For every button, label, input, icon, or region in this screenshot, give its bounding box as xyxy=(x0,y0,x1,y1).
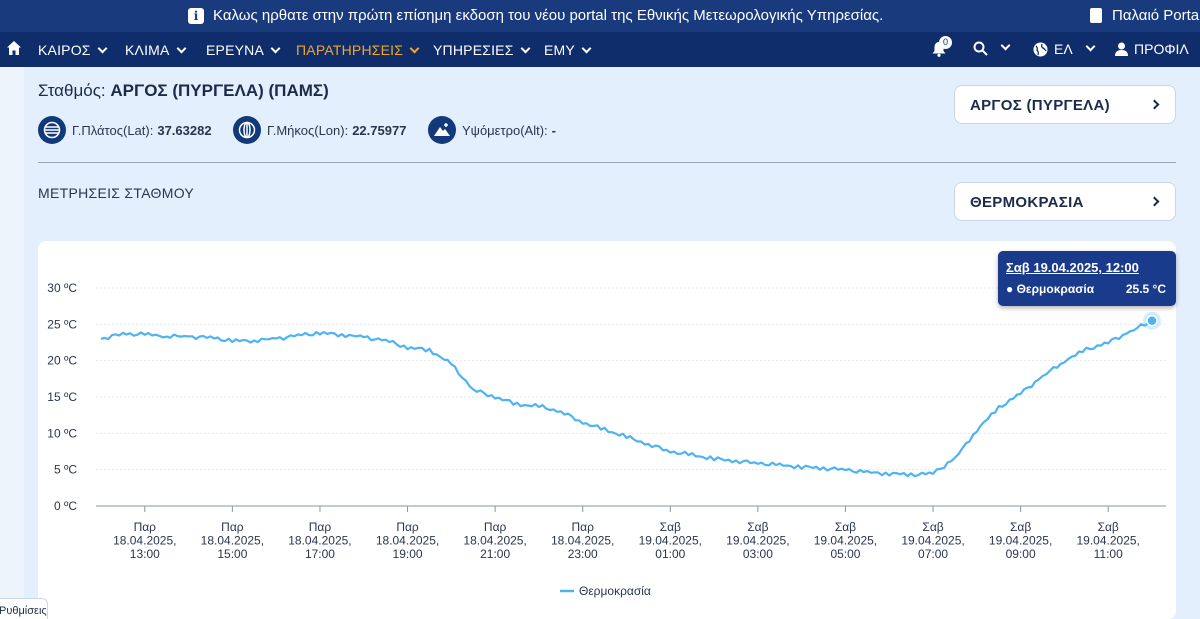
chevron-down-icon xyxy=(409,43,420,54)
parameter-selector[interactable]: ΘΕΡΜΟΚΡΑΣΙΑ xyxy=(954,182,1176,221)
station-title: Σταθμός: ΑΡΓΟΣ (ΠΥΡΓΕΛΑ) (ΠΑΜΣ) xyxy=(38,81,329,100)
x-tick-label: 21:00 xyxy=(480,547,510,561)
station-longitude: Γ.Μήκος(Lon): 22.75977 xyxy=(233,116,406,144)
chevron-down-icon xyxy=(176,43,187,54)
x-tick-label: 09:00 xyxy=(1006,547,1036,561)
document-icon xyxy=(1090,8,1102,23)
x-tick-label: Παρ xyxy=(484,520,507,534)
nav-item-research[interactable]: ΕΡΕΥΝΑ xyxy=(206,42,281,58)
section-title: ΜΕΤΡΗΣΕΙΣ ΣΤΑΘΜΟΥ xyxy=(38,185,195,201)
y-tick-label: 25 ºC xyxy=(47,317,77,331)
tooltip-series: ● Θερμοκρασία xyxy=(1006,282,1095,296)
chevron-down-icon xyxy=(270,43,281,54)
x-tick-label: 17:00 xyxy=(305,547,335,561)
tooltip-value: 25.5 °C xyxy=(1125,282,1166,296)
mountain-icon xyxy=(428,116,456,144)
chevron-down-icon xyxy=(97,43,108,54)
data-point-hovered xyxy=(1146,314,1158,327)
x-tick-label: 23:00 xyxy=(568,547,598,561)
x-tick-label: 19.04.2025, xyxy=(1077,534,1140,548)
x-tick-label: 18.04.2025, xyxy=(201,534,264,548)
x-tick-label: 13:00 xyxy=(130,547,160,561)
x-tick-label: 19.04.2025, xyxy=(639,534,702,548)
x-tick-label: 15:00 xyxy=(217,547,247,561)
station-altitude: Υψόμετρο(Alt): - xyxy=(428,116,556,144)
globe-icon xyxy=(1033,42,1048,56)
x-tick-label: 05:00 xyxy=(830,547,860,561)
x-tick-label: 18.04.2025, xyxy=(463,534,526,548)
language-selector[interactable]: ΕΛ xyxy=(1033,41,1096,57)
x-tick-label: 11:00 xyxy=(1094,547,1123,561)
y-tick-label: 10 ºC xyxy=(47,426,77,440)
chevron-down-icon xyxy=(520,43,531,54)
latitude-icon xyxy=(38,116,66,144)
nav-item-emy[interactable]: ΕΜΥ xyxy=(544,42,592,58)
home-icon[interactable] xyxy=(7,41,21,55)
chevron-right-icon xyxy=(1149,99,1160,110)
x-tick-label: 18.04.2025, xyxy=(288,534,351,548)
x-tick-label: 07:00 xyxy=(918,547,948,561)
x-tick-label: Σαβ xyxy=(747,520,768,534)
station-selector[interactable]: ΑΡΓΟΣ (ΠΥΡΓΕΛΑ) xyxy=(954,85,1176,124)
nav-item-climate[interactable]: ΚΛΙΜΑ xyxy=(125,42,187,58)
station-name: ΑΡΓΟΣ (ΠΥΡΓΕΛΑ) (ΠΑΜΣ) xyxy=(110,81,329,100)
x-tick-label: 19:00 xyxy=(393,547,423,561)
user-icon xyxy=(1115,42,1128,56)
nav-item-weather[interactable]: ΚΑΙΡΟΣ xyxy=(38,42,108,58)
search-toggle[interactable] xyxy=(973,40,1011,56)
x-tick-label: 19.04.2025, xyxy=(814,534,877,548)
x-tick-label: Παρ xyxy=(571,520,594,534)
chart-card: 0 ºC 5 ºC 10 ºC 15 ºC 20 ºC 25 ºC 30 ºC Παρ 18.0… xyxy=(38,241,1176,619)
chevron-down-icon xyxy=(1000,40,1011,51)
x-tick-label: 19.04.2025, xyxy=(726,534,789,548)
x-tick-label: 01:00 xyxy=(655,547,685,561)
x-tick-label: Σαβ xyxy=(660,520,681,534)
y-tick-label: 0 ºC xyxy=(54,499,77,513)
x-tick-label: 18.04.2025, xyxy=(551,534,614,548)
x-tick-label: Σαβ xyxy=(835,520,856,534)
language-label: ΕΛ xyxy=(1054,41,1073,57)
x-tick-label: 18.04.2025, xyxy=(376,534,439,548)
tooltip-date: Σαβ 19.04.2025, 12:00 xyxy=(1006,260,1139,275)
x-tick-label: Παρ xyxy=(134,520,157,534)
series-line-temperature xyxy=(100,319,1153,478)
chevron-right-icon xyxy=(1149,196,1160,207)
profile-link[interactable]: ΠΡΟΦΙΛ xyxy=(1115,41,1189,57)
y-tick-label: 5 ºC xyxy=(54,463,77,477)
station-latitude: Γ.Πλάτος(Lat): 37.63282 xyxy=(38,116,212,144)
notification-count: 0 xyxy=(939,36,952,49)
announcement-banner: i Καλως ηρθατε στην πρώτη επίσημη εκδοση… xyxy=(0,0,1200,32)
x-tick-label: Παρ xyxy=(396,520,419,534)
longitude-icon xyxy=(233,116,261,144)
x-tick-label: Παρ xyxy=(221,520,244,534)
x-tick-label: 03:00 xyxy=(743,547,773,561)
y-tick-label: 20 ºC xyxy=(47,354,77,368)
divider xyxy=(38,162,1176,163)
legend-label: Θερμοκρασία xyxy=(579,584,651,598)
info-icon: i xyxy=(188,7,204,24)
chevron-down-icon xyxy=(1085,41,1096,51)
x-tick-label: Σαβ xyxy=(1098,520,1119,534)
nav-item-observations[interactable]: ΠΑΡΑΤΗΡΗΣΕΙΣ xyxy=(296,42,420,58)
y-tick-label: 30 ºC xyxy=(47,281,77,295)
x-tick-label: 19.04.2025, xyxy=(901,534,964,548)
nav-item-services[interactable]: ΥΠΗΡΕΣΙΕΣ xyxy=(433,42,531,58)
search-icon xyxy=(973,41,988,56)
chart-tooltip: Σαβ 19.04.2025, 12:00 ● Θερμοκρασία 25.5… xyxy=(998,251,1176,306)
old-portal-link[interactable]: Παλαιό Portal xyxy=(1090,7,1200,24)
old-portal-label: Παλαιό Portal xyxy=(1112,7,1200,24)
x-tick-label: Σαβ xyxy=(1010,520,1031,534)
x-tick-label: Σαβ xyxy=(922,520,943,534)
x-tick-label: Παρ xyxy=(309,520,332,534)
banner-message: Καλως ηρθατε στην πρώτη επίσημη εκδοση τ… xyxy=(213,7,884,24)
cookie-settings-button[interactable]: Ρυθμίσεις cookie xyxy=(0,598,48,619)
x-tick-label: 19.04.2025, xyxy=(989,534,1052,548)
main-nav: ΚΑΙΡΟΣ ΚΛΙΜΑ ΕΡΕΥΝΑ ΠΑΡΑΤΗΡΗΣΕΙΣ ΥΠΗΡΕΣΙ… xyxy=(0,32,1200,67)
profile-label: ΠΡΟΦΙΛ xyxy=(1134,41,1189,57)
y-tick-label: 15 ºC xyxy=(47,390,77,404)
chevron-down-icon xyxy=(581,43,592,54)
x-tick-label: 18.04.2025, xyxy=(113,534,176,548)
